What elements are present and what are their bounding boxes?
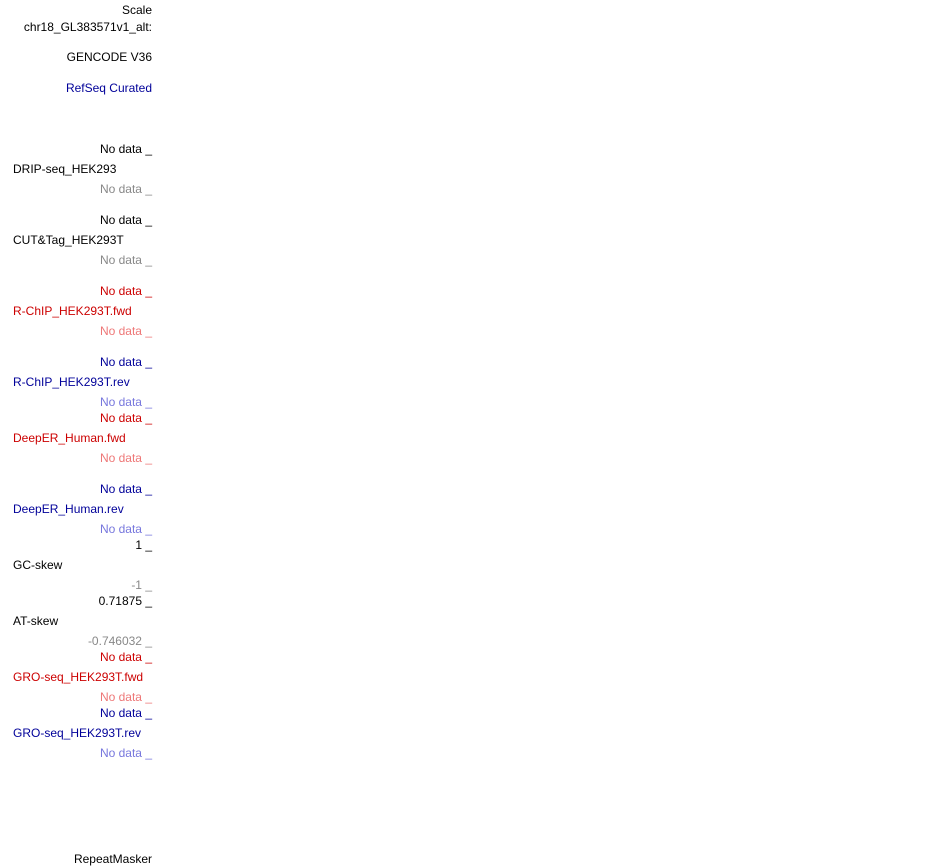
deeper-rev-max-value: No data _ bbox=[99, 482, 152, 496]
deeper-rev-min-value: No data _ bbox=[99, 522, 152, 536]
chrom-label: chr18_GL383571v1_alt: bbox=[23, 20, 152, 34]
track-label-gro-rev[interactable]: GRO-seq_HEK293T.rev bbox=[13, 726, 142, 740]
track-label-gcskew[interactable]: GC-skew bbox=[13, 558, 63, 572]
atskew-min-value: -0.746032 _ bbox=[87, 634, 152, 648]
track-label-gro-fwd[interactable]: GRO-seq_HEK293T.fwd bbox=[13, 670, 144, 684]
drip-max-value: No data _ bbox=[99, 142, 152, 156]
drip-min-value: No data _ bbox=[99, 182, 152, 196]
track-label-deeper-rev[interactable]: DeepER_Human.rev bbox=[13, 502, 124, 516]
rchip-rev-min-value: No data _ bbox=[99, 395, 152, 409]
cuttag-min-value: No data _ bbox=[99, 253, 152, 267]
gro-rev-min-value: No data _ bbox=[99, 746, 152, 760]
track-label-refseq[interactable]: RefSeq Curated bbox=[65, 81, 152, 95]
cuttag-max-value: No data _ bbox=[99, 213, 152, 227]
scale-label: Scale bbox=[121, 3, 152, 17]
track-label-rchip-rev[interactable]: R-ChIP_HEK293T.rev bbox=[13, 375, 130, 389]
rchip-fwd-min-value: No data _ bbox=[99, 324, 152, 338]
track-label-gencode[interactable]: GENCODE V36 bbox=[66, 50, 152, 64]
track-label-repeatmasker[interactable]: RepeatMasker bbox=[73, 852, 152, 866]
rchip-fwd-max-value: No data _ bbox=[99, 284, 152, 298]
atskew-max-value: 0.71875 _ bbox=[98, 594, 152, 608]
track-label-drip[interactable]: DRIP-seq_HEK293 bbox=[13, 162, 117, 176]
track-label-atskew[interactable]: AT-skew bbox=[13, 614, 59, 628]
gcskew-min-value: -1 _ bbox=[131, 578, 152, 592]
deeper-fwd-max-value: No data _ bbox=[99, 411, 152, 425]
rchip-rev-max-value: No data _ bbox=[99, 355, 152, 369]
gcskew-max-value: 1 _ bbox=[135, 538, 152, 552]
gro-rev-max-value: No data _ bbox=[99, 706, 152, 720]
track-label-cuttag[interactable]: CUT&Tag_HEK293T bbox=[13, 233, 124, 247]
deeper-fwd-min-value: No data _ bbox=[99, 451, 152, 465]
gro-fwd-max-value: No data _ bbox=[99, 650, 152, 664]
track-label-rchip-fwd[interactable]: R-ChIP_HEK293T.fwd bbox=[13, 304, 132, 318]
gro-fwd-min-value: No data _ bbox=[99, 690, 152, 704]
track-label-deeper-fwd[interactable]: DeepER_Human.fwd bbox=[13, 431, 126, 445]
